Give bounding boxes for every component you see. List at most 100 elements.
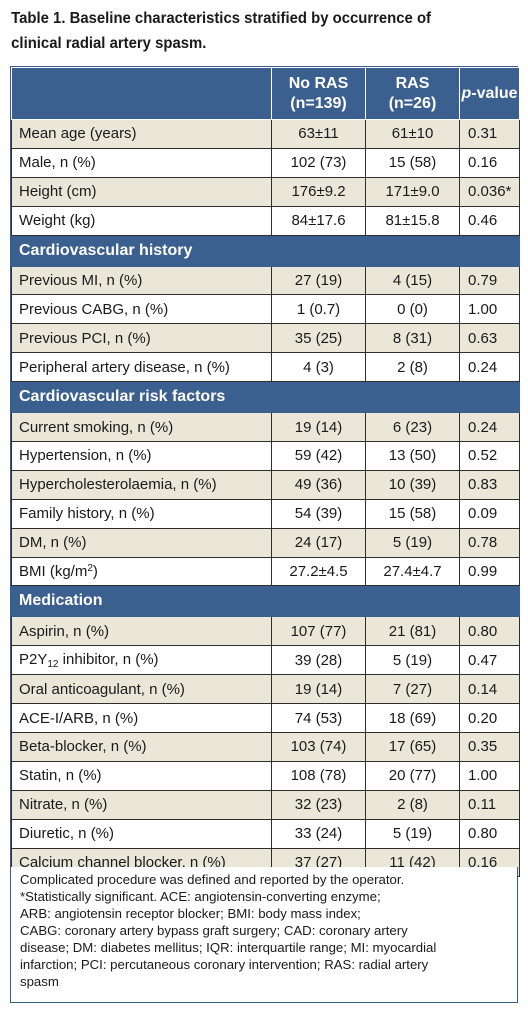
p-value: 0.78 (459, 527, 520, 558)
table-row: ACE-I/ARB, n (%) 74 (53) 18 (69) 0.20 (11, 703, 520, 734)
ras-value: 5 (19) (365, 645, 460, 676)
no-ras-value: 27.2±4.5 (271, 556, 366, 587)
ras-value: 20 (77) (365, 760, 460, 791)
p-value: 1.00 (459, 294, 520, 325)
no-ras-value: 84±17.6 (271, 205, 366, 236)
section-medication: Medication (11, 585, 520, 618)
footnote-line: *Statistically significant. ACE: angiote… (20, 889, 381, 904)
no-ras-value: 33 (24) (271, 818, 366, 849)
table-title-line2: clinical radial artery spasm. (11, 35, 207, 52)
baseline-table: No RAS (n=139) RAS (n=26) p-value Mean age… (10, 66, 520, 879)
row-label: Current smoking, n (%) (11, 412, 272, 443)
header-ras-n: (n=26) (388, 94, 437, 112)
ras-value: 81±15.8 (365, 205, 460, 236)
p-value: 0.09 (459, 498, 520, 529)
row-label: Height (cm) (11, 176, 272, 207)
baseline-table-grid: No RAS (n=139) RAS (n=26) p-value Mean age… (11, 67, 520, 878)
table-row: DM, n (%) 24 (17) 5 (19) 0.78 (11, 527, 520, 558)
row-label: Mean age (years) (11, 119, 272, 149)
row-label: Beta-blocker, n (%) (11, 732, 272, 762)
section-row: Cardiovascular risk factors (11, 381, 520, 414)
table-row: Current smoking, n (%) 19 (14) 6 (23) 0.… (11, 412, 520, 443)
no-ras-value: 49 (36) (271, 469, 366, 500)
table-row: BMI (kg/m2) 27.2±4.5 27.4±4.7 0.99 (11, 556, 520, 587)
row-label: Statin, n (%) (11, 760, 272, 791)
footnote-line: infarction; PCI: percutaneous coronary i… (20, 957, 429, 972)
p-value: 0.31 (459, 119, 520, 149)
table-row: Nitrate, n (%) 32 (23) 2 (8) 0.11 (11, 789, 520, 820)
p-value: 0.63 (459, 323, 520, 354)
row-label: Hypertension, n (%) (11, 441, 272, 471)
header-blank (11, 67, 272, 120)
row-label: BMI (kg/m2) (11, 556, 272, 587)
table-row: Peripheral artery disease, n (%) 4 (3) 2… (11, 352, 520, 383)
ras-value: 2 (8) (365, 352, 460, 383)
table-row: Previous MI, n (%) 27 (19) 4 (15) 0.79 (11, 265, 520, 296)
p-value: 0.80 (459, 818, 520, 849)
header-p-rest: -value (471, 84, 518, 102)
bmi-label-tail: ) (92, 563, 98, 581)
row-label: Family history, n (%) (11, 498, 272, 529)
footnote-line: spasm (20, 974, 59, 989)
footnote-line: ARB: angiotensin receptor blocker; BMI: … (20, 906, 361, 921)
no-ras-value: 176±9.2 (271, 176, 366, 207)
no-ras-value: 24 (17) (271, 527, 366, 558)
p-value: 0.79 (459, 265, 520, 296)
header-ras: RAS (n=26) (365, 67, 460, 120)
section-cardiovascular-history: Cardiovascular history (11, 234, 520, 267)
no-ras-value: 32 (23) (271, 789, 366, 820)
ras-value: 5 (19) (365, 527, 460, 558)
header-p-value: p-value (459, 67, 520, 120)
no-ras-value: 39 (28) (271, 645, 366, 676)
ras-value: 0 (0) (365, 294, 460, 325)
table-title: Table 1. Baseline characteristics strati… (0, 0, 502, 56)
table-row: P2Y12 inhibitor, n (%) 39 (28) 5 (19) 0.… (11, 645, 520, 676)
ras-value: 13 (50) (365, 441, 460, 471)
ras-value: 15 (58) (365, 147, 460, 178)
table-row: Previous PCI, n (%) 35 (25) 8 (31) 0.63 (11, 323, 520, 354)
p-value: 0.80 (459, 616, 520, 647)
ras-value: 8 (31) (365, 323, 460, 354)
row-label: Previous PCI, n (%) (11, 323, 272, 354)
table-row: Oral anticoagulant, n (%) 19 (14) 7 (27)… (11, 674, 520, 705)
ras-value: 27.4±4.7 (365, 556, 460, 587)
table-row: Beta-blocker, n (%) 103 (74) 17 (65) 0.3… (11, 732, 520, 762)
p-value: 0.83 (459, 469, 520, 500)
no-ras-value: 19 (14) (271, 412, 366, 443)
section-row: Medication (11, 585, 520, 618)
header-no-ras-n: (n=139) (290, 94, 347, 112)
ras-value: 2 (8) (365, 789, 460, 820)
table-row: Family history, n (%) 54 (39) 15 (58) 0.… (11, 498, 520, 529)
section-row: Cardiovascular history (11, 234, 520, 267)
no-ras-value: 1 (0.7) (271, 294, 366, 325)
p-value: 1.00 (459, 760, 520, 791)
p2y12-label-tail: inhibitor, n (%) (58, 650, 159, 668)
p-value: 0.16 (459, 147, 520, 178)
row-label: Peripheral artery disease, n (%) (11, 352, 272, 383)
ras-value: 4 (15) (365, 265, 460, 296)
row-label: Male, n (%) (11, 147, 272, 178)
no-ras-value: 74 (53) (271, 703, 366, 734)
bmi-superscript: 2 (87, 563, 93, 575)
header-row: No RAS (n=139) RAS (n=26) p-value (11, 67, 520, 120)
no-ras-value: 54 (39) (271, 498, 366, 529)
no-ras-value: 59 (42) (271, 441, 366, 471)
p2y12-label: P2Y (19, 650, 48, 668)
p-value: 0.20 (459, 703, 520, 734)
footnote-line: disease; DM: diabetes mellitus; IQR: int… (20, 940, 437, 955)
header-no-ras-label: No RAS (288, 74, 349, 92)
ras-value: 6 (23) (365, 412, 460, 443)
header-ras-label: RAS (395, 74, 430, 92)
no-ras-value: 27 (19) (271, 265, 366, 296)
no-ras-value: 19 (14) (271, 674, 366, 705)
p-value: 0.14 (459, 674, 520, 705)
ras-value: 10 (39) (365, 469, 460, 500)
row-label: Weight (kg) (11, 205, 272, 236)
no-ras-value: 108 (78) (271, 760, 366, 791)
ras-value: 15 (58) (365, 498, 460, 529)
no-ras-value: 35 (25) (271, 323, 366, 354)
header-no-ras: No RAS (n=139) (271, 67, 366, 120)
no-ras-value: 63±11 (271, 119, 366, 149)
ras-value: 21 (81) (365, 616, 460, 647)
table-row: Previous CABG, n (%) 1 (0.7) 0 (0) 1.00 (11, 294, 520, 325)
